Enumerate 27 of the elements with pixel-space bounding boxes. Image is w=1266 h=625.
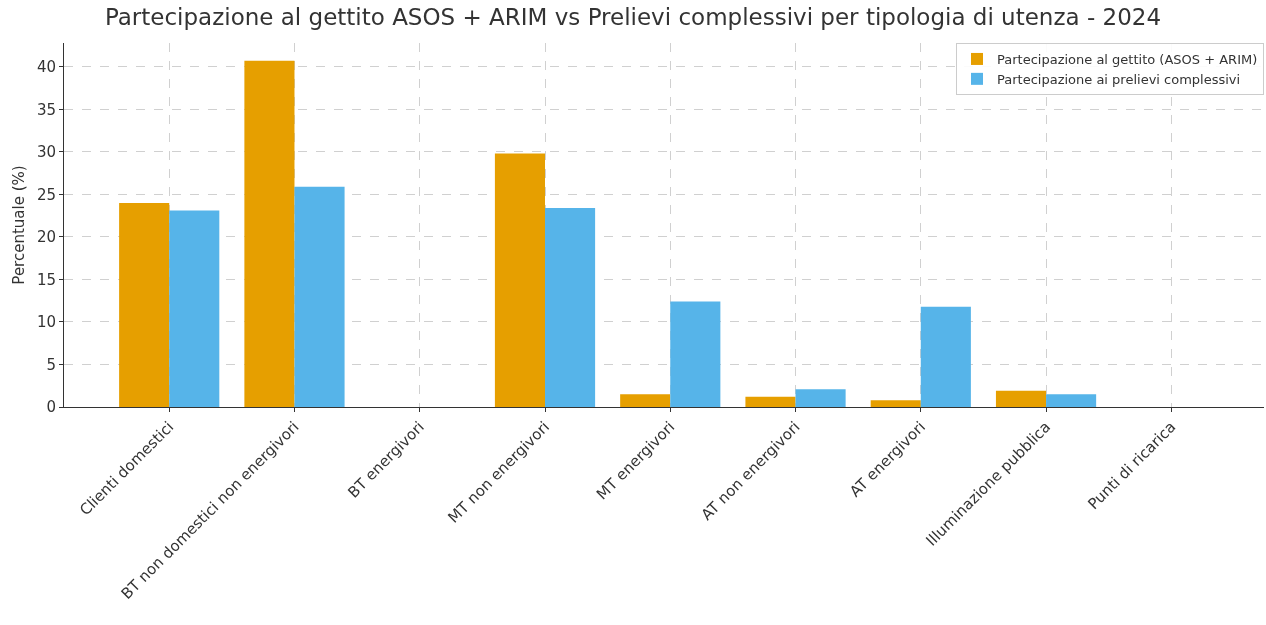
bar — [670, 301, 721, 407]
legend-label: Partecipazione al gettito (ASOS + ARIM) — [997, 52, 1258, 68]
y-tick-label: 20 — [36, 228, 56, 247]
bar — [620, 394, 671, 407]
bar — [745, 396, 796, 407]
y-axis-title: Percentuale (%) — [10, 165, 28, 285]
y-tick-label: 30 — [36, 143, 56, 162]
y-tick-label: 10 — [36, 313, 56, 332]
y-tick-label: 0 — [46, 398, 56, 417]
y-tick-label: 25 — [36, 185, 56, 204]
bar — [294, 186, 345, 407]
bar — [1046, 394, 1097, 407]
y-tick-label: 35 — [36, 100, 56, 119]
bar — [995, 390, 1047, 407]
bar — [119, 202, 170, 407]
bar — [795, 389, 846, 407]
y-tick-label: 15 — [36, 270, 56, 289]
y-tick-label: 5 — [46, 355, 56, 374]
bar — [169, 210, 220, 407]
bar — [545, 207, 596, 407]
bar — [494, 153, 545, 407]
y-tick-label: 40 — [36, 58, 56, 77]
legend-label: Partecipazione ai prelievi complessivi — [997, 71, 1241, 87]
bar — [244, 60, 295, 407]
chart-title: Partecipazione al gettito ASOS + ARIM vs Prelievi complessivi per tipologia di utenza - 2024 — [104, 4, 1162, 31]
bar — [920, 306, 971, 407]
bar — [870, 400, 921, 407]
